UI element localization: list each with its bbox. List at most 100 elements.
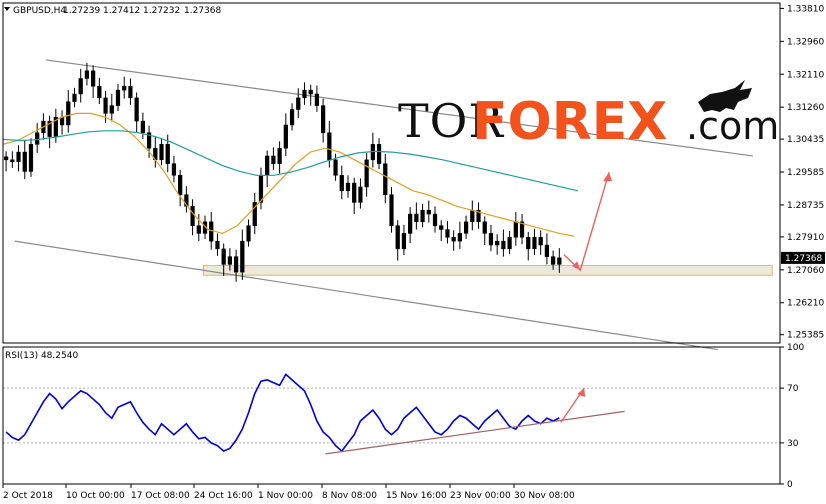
x-tick-label: 2 Oct 2018 (3, 491, 53, 501)
candle-body (358, 186, 363, 203)
moving-average-fast (2, 112, 575, 237)
candle-body (122, 86, 127, 91)
candle-body (159, 144, 164, 161)
rsi-title: RSI(13) 48.2540 (5, 351, 78, 361)
rsi-y-tick-label: 70 (787, 384, 799, 394)
x-tick-label: 1 Nov 00:00 (258, 491, 313, 501)
x-tick-label: 10 Oct 00:00 (66, 491, 125, 501)
candle-body (289, 109, 295, 126)
candle-body (16, 151, 21, 163)
bull-icon (698, 80, 752, 112)
candle-body (463, 221, 469, 234)
rsi-plot-frame (2, 346, 781, 485)
forecast-arrow-head-down (572, 261, 581, 271)
rsi-y-tick-label: 30 (787, 439, 799, 449)
candle-body (109, 105, 114, 114)
candle-body (134, 97, 139, 122)
candle-body (314, 93, 320, 106)
candle-body (513, 221, 518, 238)
header-symbol: GBPUSD,H4 (13, 6, 66, 16)
price-y-tick-label: 1.32110 (787, 70, 824, 80)
candle-body (227, 256, 232, 265)
rsi-line (5, 373, 560, 453)
candle-body (115, 89, 121, 106)
candle-body (184, 194, 189, 207)
candle-body (333, 159, 338, 176)
candle-body (445, 229, 450, 238)
candle-body (47, 120, 52, 137)
candle-body (526, 237, 531, 250)
candle-body (432, 213, 438, 226)
candle-body (519, 221, 525, 238)
x-tick-label: 23 Nov 00:00 (450, 491, 511, 501)
candle-body (383, 163, 388, 195)
x-tick-label: 30 Nov 08:00 (514, 491, 575, 501)
x-tick-label: 17 Oct 08:00 (131, 491, 190, 501)
candle-body (345, 182, 351, 192)
dropdown-triangle-icon[interactable] (4, 7, 10, 11)
price-y-tick-label: 1.31260 (787, 103, 824, 113)
price-y-tick-label: 1.25385 (787, 331, 824, 341)
rsi-trendline (325, 410, 625, 455)
rsi-y-tick-label: 100 (787, 343, 804, 353)
candle-body (352, 182, 357, 203)
candle-body (482, 221, 487, 234)
candle-body (557, 257, 562, 265)
candle-body (339, 175, 344, 192)
candle-body (265, 155, 270, 176)
rsi-forecast-arrow-head (577, 388, 586, 398)
x-tick-label: 24 Oct 16:00 (194, 491, 253, 501)
candle-body (171, 163, 177, 176)
price-y-tick-label: 1.28735 (787, 201, 824, 211)
candle-body (408, 213, 413, 234)
candle-body (538, 237, 543, 246)
candle-body (196, 225, 201, 234)
candle-body (439, 225, 444, 230)
candle-body (221, 248, 226, 265)
candle-body (321, 105, 326, 133)
candle-body (532, 237, 537, 250)
candle-body (252, 202, 257, 226)
price-chart (2, 59, 773, 351)
candle-body (190, 206, 195, 226)
candle-body (28, 144, 34, 172)
price-y-tick-label: 1.29585 (787, 168, 824, 178)
current-price-box (781, 251, 825, 264)
candle-body (551, 256, 556, 265)
candle-body (146, 132, 152, 149)
candle-body (128, 86, 133, 99)
candle-body (178, 175, 183, 195)
moving-average-slow (2, 130, 579, 192)
logo-tor-text: TOR (398, 94, 504, 148)
candle-body (488, 233, 494, 246)
candle-body (457, 233, 462, 242)
candle-body (66, 101, 71, 126)
header-high: 1.27412 (103, 6, 140, 16)
price-plot-frame (2, 2, 781, 344)
candle-body (233, 256, 239, 273)
support-zone (202, 265, 773, 276)
candle-body (22, 151, 27, 172)
header-low: 1.27232 (143, 6, 180, 16)
header-open: 1.27239 (63, 6, 100, 16)
candle-body (246, 225, 251, 242)
forecast-arrow (563, 172, 610, 272)
candle-body (495, 240, 500, 246)
candle-body (470, 209, 475, 223)
candle-body (140, 120, 145, 133)
candle-body (296, 97, 301, 110)
candle-body (501, 240, 506, 250)
candle-body (507, 237, 512, 250)
channel-line-0 (45, 59, 753, 157)
price-y-tick-label: 1.27910 (787, 233, 824, 243)
candle-body (72, 93, 77, 102)
candle-body (271, 155, 276, 164)
candle-body (3, 156, 9, 161)
candle-body (476, 209, 481, 223)
rsi-y-tick-label: 0 (787, 480, 793, 490)
candle-body (258, 175, 264, 203)
forecast-arrow-head (603, 172, 613, 182)
candle-body (414, 213, 419, 223)
